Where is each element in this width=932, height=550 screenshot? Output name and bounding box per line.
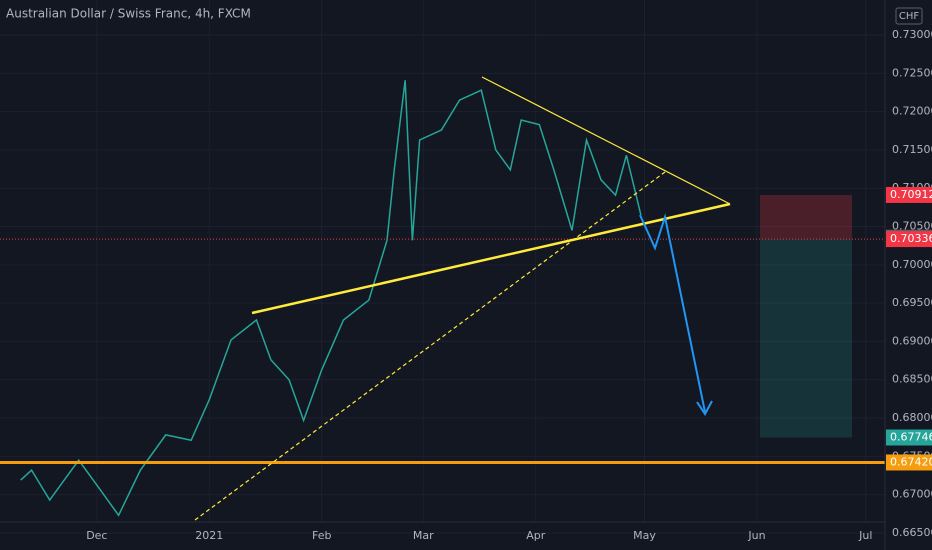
projection-arrow (639, 213, 706, 413)
plot (0, 80, 885, 517)
price-line (20, 80, 642, 517)
lower-trendline (251, 202, 731, 315)
x-tick-label: 2021 (195, 529, 223, 542)
grid (0, 0, 885, 534)
y-tick-label: 0.73000 (892, 28, 932, 41)
stop-zone (760, 194, 852, 240)
price-tag (886, 429, 932, 446)
upper-trendline (481, 76, 731, 205)
currency[interactable]: CHF (899, 11, 920, 22)
x-tick-label: Apr (526, 529, 546, 542)
price-tag-label: 0.67420 (890, 455, 932, 468)
price-tag-label: 0.70912 (890, 188, 932, 201)
price-tag-label: 0.70336 (890, 232, 932, 245)
x-tick-label: Mar (413, 529, 434, 542)
price-tag (886, 231, 932, 248)
chart-title: Australian Dollar / Swiss Franc, 4h, FXC… (6, 7, 251, 21)
x-tick-label: Jun (747, 529, 765, 542)
target-zone (760, 239, 852, 438)
x-tick-label: Feb (312, 529, 331, 542)
price-tag (886, 186, 932, 203)
x-tick-label: May (633, 529, 656, 542)
price-tag-label: 0.67746 (890, 431, 932, 444)
x-tick-label: Jul (858, 529, 872, 542)
currency-box[interactable] (895, 7, 923, 25)
drawings (194, 76, 731, 521)
x-tick-label: Dec (86, 529, 107, 542)
arrow-head (696, 400, 713, 416)
price-tag (886, 454, 932, 471)
